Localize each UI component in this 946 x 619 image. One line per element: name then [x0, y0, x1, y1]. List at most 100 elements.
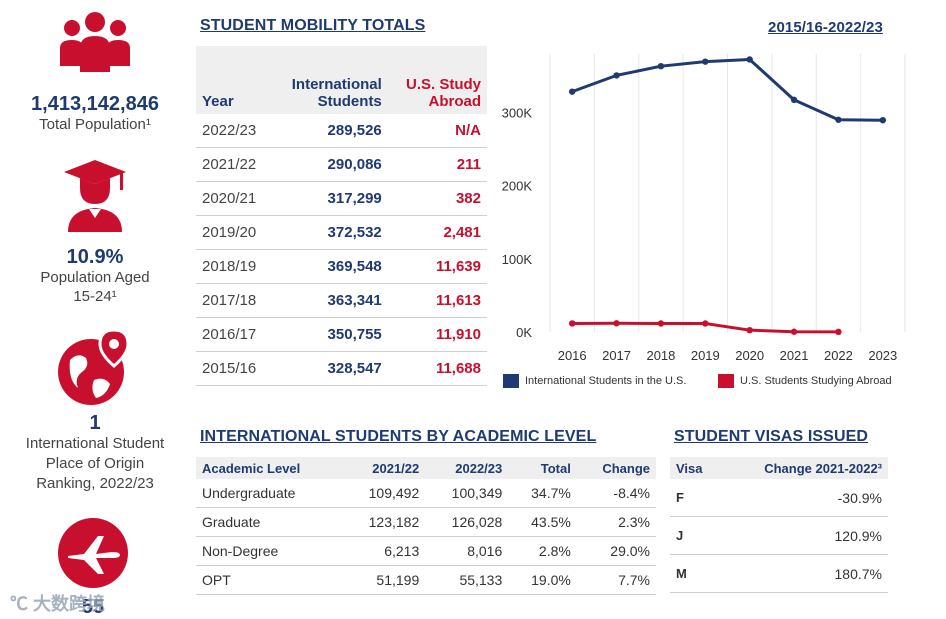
mobility-title: STUDENT MOBILITY TOTALS [200, 17, 426, 34]
stat-fourth-value: 55 [81, 596, 105, 618]
mobility-intl: 350,755 [271, 317, 388, 352]
stat-aged-label-1: Population Aged [40, 269, 150, 286]
series-line [571, 57, 883, 122]
mobility-abroad: N/A [387, 114, 487, 148]
y-tick-label: 300K [502, 106, 533, 121]
academic-total: 2.8% [508, 536, 577, 566]
x-tick-label: 2023 [868, 348, 897, 363]
watermark-text: 大数跨境 [33, 594, 106, 614]
table-row: 2018/19 369,548 11,639 [196, 249, 487, 284]
mobility-period: 2015/16-2022/23 [768, 19, 883, 36]
table-row: 2019/20 372,532 2,481 [196, 215, 487, 250]
data-point [702, 58, 709, 65]
x-tick-label: 2016 [558, 348, 587, 363]
stat-ranking-value: 1 [89, 412, 101, 434]
table-row: 2017/18 363,341 11,613 [196, 283, 487, 318]
mobility-header-abroad: U.S. Study Abroad [387, 46, 487, 114]
y-tick-label: 100K [502, 252, 533, 267]
stat-ranking-label-1: International Student [25, 435, 165, 452]
data-point [613, 320, 620, 327]
data-point [746, 326, 753, 334]
x-tick-label: 2020 [735, 348, 764, 363]
mobility-intl: 317,299 [271, 181, 388, 216]
data-point [568, 88, 576, 95]
academic-level: Graduate [196, 507, 343, 537]
x-tick-label: 2018 [646, 348, 675, 363]
academic-change: 29.0% [576, 536, 656, 566]
x-tick-label: 2021 [780, 348, 809, 363]
mobility-abroad: 11,639 [387, 249, 487, 284]
mobility-abroad: 11,688 [387, 351, 487, 386]
table-row: Non-Degree 6,213 8,016 2.8% 29.0% [196, 536, 656, 566]
mobility-table: Year International Students U.S. Study A… [196, 46, 487, 386]
data-point [657, 320, 665, 327]
y-tick-label: 200K [502, 179, 533, 194]
data-point [746, 56, 753, 63]
academic-header-change: Change [576, 457, 656, 479]
table-row: OPT 51,199 55,133 19.0% 7.7% [196, 565, 656, 595]
mobility-header-intl-2: Students [317, 93, 382, 110]
stat-aged: 10.9% Population Aged 15-24¹ [0, 246, 190, 306]
legend-abroad-label: U.S. Students Studying Abroad [740, 375, 892, 387]
legend-intl-swatch [503, 374, 519, 388]
mobility-header-year: Year [196, 46, 272, 114]
visas-header-visa: Visa [670, 457, 720, 479]
table-row: 2016/17 350,755 11,910 [196, 317, 487, 352]
mobility-table-header: Year International Students U.S. Study A… [196, 46, 487, 114]
x-tick-label: 2019 [691, 348, 720, 363]
data-point [568, 320, 576, 327]
academic-2122: 51,199 [342, 565, 426, 595]
mobility-intl: 290,086 [271, 147, 388, 182]
stat-aged-label-2: 15-24¹ [73, 288, 117, 305]
mobility-intl: 289,526 [271, 114, 388, 148]
stat-ranking-label-3: Ranking, 2022/23 [36, 475, 154, 492]
data-point [879, 116, 887, 124]
table-row: M 180.7% [670, 554, 888, 593]
y-tick-label: 0K [516, 325, 532, 340]
mobility-intl: 372,532 [271, 215, 388, 250]
academic-total: 34.7% [508, 479, 577, 508]
visa-type: F [670, 479, 720, 517]
academic-total: 43.5% [508, 507, 577, 537]
academic-change: 2.3% [576, 507, 656, 537]
table-row: 2022/23 289,526 N/A [196, 114, 487, 148]
stat-aged-value: 10.9% [66, 246, 124, 268]
academic-2223: 126,028 [425, 507, 509, 537]
academic-2122: 123,182 [342, 507, 426, 537]
mobility-header-intl: International Students [271, 46, 388, 114]
x-tick-label: 2017 [602, 348, 631, 363]
academic-level: Undergraduate [196, 479, 343, 508]
visas-table-header: Visa Change 2021-2022³ [670, 457, 888, 479]
stat-ranking: 1 International Student Place of Origin … [0, 412, 190, 494]
academic-total: 19.0% [508, 565, 577, 595]
mobility-header-abroad-2: Abroad [428, 93, 482, 110]
table-row: 2020/21 317,299 382 [196, 181, 487, 216]
mobility-abroad: 11,910 [387, 317, 487, 352]
data-point [702, 320, 709, 327]
academic-table-header: Academic Level 2021/22 2022/23 Total Cha… [196, 457, 656, 479]
graduate-icon [64, 160, 126, 232]
visas-table: Visa Change 2021-2022³ F -30.9% J 120.9% M… [670, 457, 888, 593]
mobility-year: 2019/20 [196, 215, 272, 250]
data-point [790, 96, 798, 104]
visa-change: -30.9% [719, 479, 888, 517]
stat-population-label: Total Population¹ [39, 116, 151, 133]
academic-header-2122: 2021/22 [342, 457, 426, 479]
academic-change: -8.4% [576, 479, 656, 508]
academic-header-level: Academic Level [196, 457, 343, 479]
globe-pin-icon [58, 330, 130, 405]
legend-abroad: U.S. Students Studying Abroad [718, 374, 892, 388]
mobility-intl: 328,547 [271, 351, 388, 386]
visas-title: STUDENT VISAS ISSUED [674, 428, 869, 445]
x-tick-label: 2022 [824, 348, 853, 363]
mobility-year: 2016/17 [196, 317, 272, 352]
table-row: 2015/16 328,547 11,688 [196, 351, 487, 386]
stat-ranking-label-2: Place of Origin [45, 455, 145, 472]
data-point [657, 62, 665, 70]
academic-header-total: Total [508, 457, 577, 479]
people-icon [60, 12, 130, 72]
academic-2223: 100,349 [425, 479, 509, 508]
table-row: Undergraduate 109,492 100,349 34.7% -8.4% [196, 479, 656, 508]
mobility-abroad: 2,481 [387, 215, 487, 250]
table-row: 2021/22 290,086 211 [196, 147, 487, 182]
